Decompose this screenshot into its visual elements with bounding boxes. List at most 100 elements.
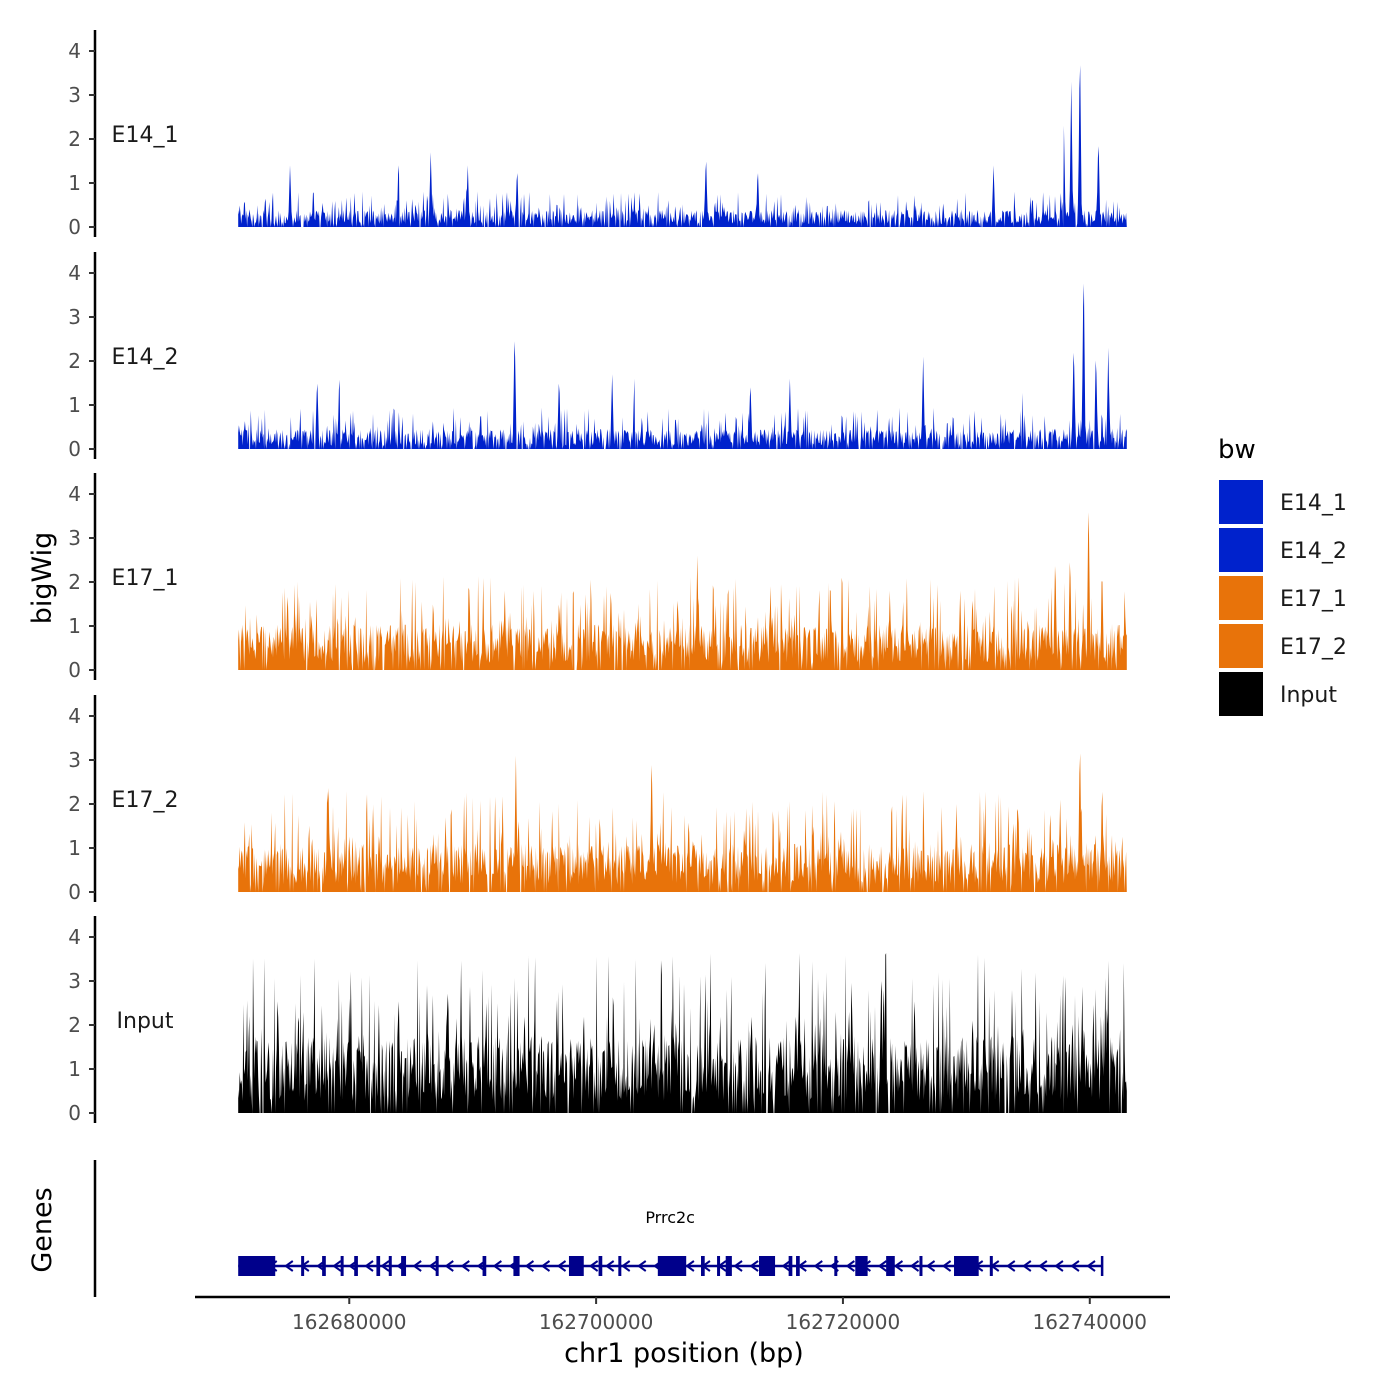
y-tick-label: 0 [68, 880, 81, 904]
legend-key-Input [1219, 672, 1263, 716]
y-tick-label: 2 [68, 570, 81, 594]
x-tick-label: 162720000 [786, 1310, 901, 1334]
exon [238, 1256, 276, 1276]
strand-arrow [893, 1260, 904, 1272]
strand-arrow [1022, 1260, 1032, 1272]
exon [568, 1256, 584, 1276]
strand-arrow [877, 1260, 888, 1272]
exon [376, 1256, 381, 1276]
track-label-E14_2: E14_2 [112, 345, 179, 370]
genes-axis-title: Genes [27, 1187, 58, 1272]
y-tick-label: 4 [68, 482, 81, 506]
strand-arrow [637, 1260, 647, 1272]
exon [401, 1256, 407, 1276]
strand-arrow [1070, 1260, 1080, 1272]
legend-label-E14_1: E14_1 [1280, 491, 1347, 516]
y-axis-title: bigWig [27, 532, 58, 625]
y-tick-label: 3 [68, 83, 81, 107]
exon [482, 1256, 487, 1276]
strand-arrow [556, 1260, 567, 1272]
gene-track-group: Prrc2c [93, 1160, 1104, 1297]
exon [788, 1256, 793, 1276]
exon [886, 1256, 895, 1276]
legend-label-E17_2: E17_2 [1280, 635, 1347, 660]
y-tick-label: 4 [68, 704, 81, 728]
y-tick-label: 4 [68, 39, 81, 63]
track-label-Input: Input [117, 1009, 174, 1034]
y-tick-label: 3 [68, 305, 81, 329]
y-tick-label: 2 [68, 1013, 81, 1037]
strand-arrow [1086, 1260, 1096, 1272]
legend-label-Input: Input [1280, 683, 1337, 708]
strand-arrow [685, 1260, 695, 1272]
legend-title: bw [1218, 435, 1256, 465]
y-tick-label: 2 [68, 127, 81, 151]
strand-arrow [332, 1260, 342, 1272]
y-tick-label: 3 [68, 748, 81, 772]
x-tick-label: 162700000 [539, 1310, 654, 1334]
y-tick-label: 0 [68, 658, 81, 682]
strand-arrow [364, 1260, 374, 1272]
y-tick-label: 1 [68, 614, 81, 638]
signal-area-E17_2 [238, 753, 1127, 892]
strand-arrow [524, 1260, 535, 1272]
x-axis-title: chr1 position (bp) [564, 1338, 804, 1369]
y-tick-label: 4 [68, 925, 81, 949]
y-tick-label: 1 [68, 1057, 81, 1081]
exon [701, 1256, 705, 1276]
legend-label-E17_1: E17_1 [1280, 587, 1347, 612]
signal-area-E14_2 [238, 283, 1127, 449]
exon [834, 1256, 838, 1276]
exon [598, 1256, 603, 1276]
exon [657, 1256, 687, 1276]
signal-area-E17_1 [238, 512, 1127, 670]
y-tick-label: 1 [68, 393, 81, 417]
strand-arrow [492, 1260, 502, 1272]
y-tick-label: 0 [68, 215, 81, 239]
strand-arrow [845, 1260, 855, 1272]
strand-arrow [444, 1260, 454, 1272]
exon [759, 1256, 776, 1276]
exon [388, 1256, 392, 1276]
strand-arrow [428, 1260, 438, 1272]
strand-arrow [813, 1260, 823, 1272]
exon [717, 1256, 721, 1276]
signal-area-Input [238, 952, 1127, 1113]
legend-key-E14_1 [1219, 480, 1263, 524]
track-label-E17_1: E17_1 [112, 566, 179, 591]
y-tick-label: 1 [68, 171, 81, 195]
strand-arrow [1038, 1260, 1048, 1272]
strand-arrow [284, 1260, 294, 1272]
strand-arrow [621, 1260, 631, 1272]
legend: E14_1 E14_2 E17_1 E17_2 Input [1219, 480, 1347, 716]
exon [354, 1256, 358, 1276]
exon [618, 1256, 622, 1276]
strand-arrow [925, 1260, 936, 1272]
y-tick-label: 4 [68, 261, 81, 285]
strand-arrow [460, 1260, 470, 1272]
y-tick-label: 0 [68, 437, 81, 461]
strand-arrow [733, 1260, 743, 1272]
strand-arrow [941, 1260, 952, 1272]
legend-key-E17_2 [1219, 624, 1263, 668]
exon [435, 1256, 439, 1276]
exon [301, 1256, 305, 1276]
legend-key-E17_1 [1219, 576, 1263, 620]
strand-arrow [540, 1260, 551, 1272]
strand-arrow [749, 1260, 759, 1272]
x-tick-label: 162680000 [292, 1310, 407, 1334]
track-label-E14_1: E14_1 [112, 123, 179, 148]
gene-name-label: Prrc2c [645, 1208, 695, 1227]
legend-key-E14_2 [1219, 528, 1263, 572]
strand-arrow [1054, 1260, 1064, 1272]
y-tick-label: 2 [68, 792, 81, 816]
strand-arrow [781, 1260, 791, 1272]
y-tick-label: 0 [68, 1101, 81, 1125]
x-tick-label: 162740000 [1033, 1310, 1148, 1334]
strand-arrow [1006, 1260, 1016, 1272]
exon [855, 1256, 868, 1276]
y-tick-label: 3 [68, 526, 81, 550]
strand-arrow [412, 1260, 422, 1272]
exon [919, 1256, 923, 1276]
